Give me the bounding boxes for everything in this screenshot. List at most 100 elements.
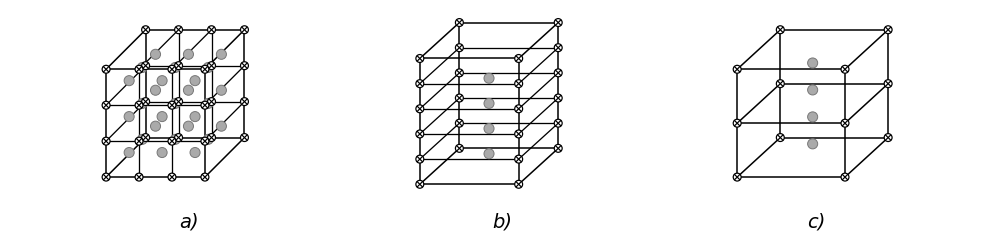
Circle shape (190, 147, 200, 158)
Circle shape (151, 121, 161, 131)
Circle shape (201, 65, 209, 73)
Circle shape (142, 26, 150, 34)
Circle shape (515, 180, 523, 188)
Circle shape (808, 139, 818, 149)
Circle shape (208, 98, 215, 106)
Circle shape (208, 26, 215, 34)
Circle shape (455, 119, 463, 127)
Circle shape (808, 58, 818, 68)
Circle shape (201, 101, 209, 109)
Circle shape (734, 65, 741, 73)
Circle shape (184, 85, 194, 95)
Circle shape (201, 173, 209, 181)
Circle shape (170, 98, 180, 108)
Circle shape (103, 101, 110, 109)
Circle shape (157, 147, 167, 158)
Circle shape (203, 98, 213, 108)
Circle shape (135, 137, 143, 145)
Circle shape (734, 119, 741, 127)
Circle shape (841, 119, 849, 127)
Circle shape (125, 147, 135, 158)
Circle shape (455, 69, 463, 77)
Circle shape (135, 65, 143, 73)
Circle shape (808, 85, 818, 95)
Circle shape (201, 137, 209, 145)
Circle shape (240, 134, 248, 141)
Circle shape (170, 62, 180, 72)
Circle shape (776, 134, 784, 141)
Circle shape (170, 134, 180, 144)
Circle shape (184, 121, 194, 131)
Circle shape (416, 55, 424, 62)
Circle shape (184, 49, 194, 59)
Circle shape (240, 98, 248, 106)
Circle shape (484, 123, 494, 134)
Circle shape (515, 130, 523, 138)
Circle shape (884, 134, 892, 141)
Circle shape (455, 144, 463, 152)
Circle shape (135, 101, 143, 109)
Circle shape (841, 173, 849, 181)
Circle shape (554, 44, 562, 52)
Circle shape (142, 134, 150, 141)
Circle shape (135, 173, 143, 181)
Circle shape (416, 155, 424, 163)
Circle shape (554, 19, 562, 27)
Circle shape (455, 19, 463, 27)
Circle shape (484, 98, 494, 108)
Circle shape (125, 76, 135, 86)
Circle shape (416, 105, 424, 113)
Circle shape (138, 98, 148, 108)
Circle shape (808, 112, 818, 122)
Circle shape (416, 80, 424, 88)
Circle shape (554, 119, 562, 127)
Circle shape (240, 62, 248, 70)
Circle shape (216, 85, 226, 95)
Circle shape (142, 62, 150, 70)
Text: a): a) (179, 212, 199, 231)
Circle shape (484, 149, 494, 159)
Circle shape (515, 155, 523, 163)
Circle shape (455, 44, 463, 52)
Circle shape (151, 49, 161, 59)
Circle shape (554, 144, 562, 152)
Circle shape (416, 130, 424, 138)
Circle shape (138, 134, 148, 144)
Circle shape (168, 137, 176, 145)
Circle shape (240, 26, 248, 34)
Circle shape (515, 55, 523, 62)
Circle shape (455, 94, 463, 102)
Circle shape (734, 173, 741, 181)
Text: b): b) (492, 212, 513, 231)
Circle shape (175, 98, 183, 106)
Text: c): c) (807, 212, 825, 231)
Circle shape (138, 62, 148, 72)
Circle shape (103, 65, 110, 73)
Circle shape (776, 80, 784, 88)
Circle shape (216, 49, 226, 59)
Circle shape (168, 101, 176, 109)
Circle shape (841, 65, 849, 73)
Circle shape (484, 73, 494, 83)
Circle shape (515, 80, 523, 88)
Circle shape (776, 26, 784, 34)
Circle shape (168, 173, 176, 181)
Circle shape (884, 26, 892, 34)
Circle shape (203, 134, 213, 144)
Circle shape (103, 137, 110, 145)
Circle shape (515, 105, 523, 113)
Circle shape (142, 98, 150, 106)
Circle shape (554, 94, 562, 102)
Circle shape (125, 112, 135, 122)
Circle shape (203, 62, 213, 72)
Circle shape (151, 85, 161, 95)
Circle shape (190, 112, 200, 122)
Circle shape (175, 62, 183, 70)
Circle shape (208, 62, 215, 70)
Circle shape (103, 173, 110, 181)
Circle shape (175, 134, 183, 141)
Circle shape (190, 76, 200, 86)
Circle shape (416, 180, 424, 188)
Circle shape (168, 65, 176, 73)
Circle shape (157, 76, 167, 86)
